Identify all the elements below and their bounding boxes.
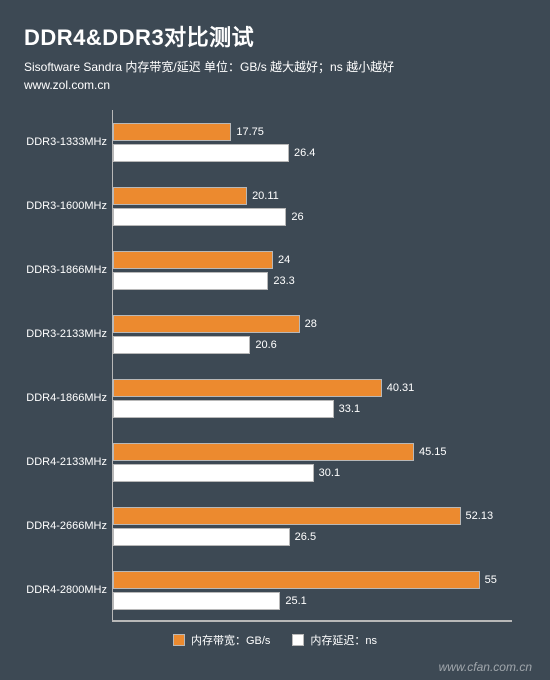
- bandwidth-bar: 55: [113, 571, 480, 589]
- legend-item: 内存延迟：ns: [292, 632, 377, 648]
- chart-title: DDR4&DDR3对比测试: [24, 20, 526, 52]
- latency-bar: 20.6: [113, 336, 250, 354]
- category-label: DDR3-1866MHz: [21, 264, 107, 276]
- latency-bar: 33.1: [113, 400, 334, 418]
- bar-value: 17.75: [236, 126, 264, 138]
- bandwidth-bar: 17.75: [113, 123, 231, 141]
- category-label: DDR3-1333MHz: [21, 136, 107, 148]
- chart-subtitle: Sisoftware Sandra 内存带宽/延迟 单位：GB/s 越大越好；n…: [24, 58, 526, 75]
- bar-value: 45.15: [419, 446, 447, 458]
- watermark: www.cfan.com.cn: [439, 660, 532, 674]
- source-url: www.zol.com.cn: [24, 78, 526, 92]
- category-group: DDR3-1866MHz2423.3: [113, 247, 512, 293]
- bar-value: 30.1: [319, 467, 340, 479]
- bandwidth-bar: 52.13: [113, 507, 461, 525]
- latency-bar: 26: [113, 208, 286, 226]
- bar-value: 26.5: [295, 531, 316, 543]
- legend-swatch: [292, 634, 304, 646]
- bandwidth-bar: 45.15: [113, 443, 414, 461]
- category-group: DDR4-2133MHz45.1530.1: [113, 439, 512, 485]
- category-group: DDR4-2666MHz52.1326.5: [113, 503, 512, 549]
- bar-value: 52.13: [466, 510, 494, 522]
- bar-value: 26: [291, 211, 303, 223]
- bar-value: 20.6: [255, 339, 276, 351]
- legend-label: 内存延迟：ns: [310, 632, 377, 648]
- legend-item: 内存带宽：GB/s: [173, 632, 270, 648]
- category-label: DDR3-1600MHz: [21, 200, 107, 212]
- category-label: DDR4-2133MHz: [21, 456, 107, 468]
- plot-area: DDR3-1333MHz17.7526.4DDR3-1600MHz20.1126…: [112, 110, 512, 622]
- bar-value: 33.1: [339, 403, 360, 415]
- bar-value: 20.11: [252, 190, 279, 202]
- category-group: DDR4-2800MHz5525.1: [113, 567, 512, 613]
- bar-value: 23.3: [273, 275, 294, 287]
- bar-value: 40.31: [387, 382, 415, 394]
- bandwidth-bar: 20.11: [113, 187, 247, 205]
- latency-bar: 30.1: [113, 464, 314, 482]
- category-group: DDR3-1333MHz17.7526.4: [113, 119, 512, 165]
- category-label: DDR4-2800MHz: [21, 584, 107, 596]
- bandwidth-bar: 28: [113, 315, 300, 333]
- bar-value: 25.1: [285, 595, 306, 607]
- bar-value: 24: [278, 254, 290, 266]
- bar-value: 55: [485, 574, 497, 586]
- latency-bar: 25.1: [113, 592, 280, 610]
- bandwidth-bar: 24: [113, 251, 273, 269]
- latency-bar: 26.5: [113, 528, 290, 546]
- legend: 内存带宽：GB/s 内存延迟：ns: [24, 632, 526, 648]
- bar-value: 26.4: [294, 147, 315, 159]
- latency-bar: 23.3: [113, 272, 268, 290]
- category-label: DDR4-2666MHz: [21, 520, 107, 532]
- chart-container: DDR4&DDR3对比测试 Sisoftware Sandra 内存带宽/延迟 …: [0, 0, 550, 680]
- category-label: DDR4-1866MHz: [21, 392, 107, 404]
- category-label: DDR3-2133MHz: [21, 328, 107, 340]
- legend-label: 内存带宽：GB/s: [191, 632, 270, 648]
- bandwidth-bar: 40.31: [113, 379, 382, 397]
- legend-swatch: [173, 634, 185, 646]
- category-group: DDR3-2133MHz2820.6: [113, 311, 512, 357]
- category-group: DDR3-1600MHz20.1126: [113, 183, 512, 229]
- bar-value: 28: [305, 318, 317, 330]
- category-group: DDR4-1866MHz40.3133.1: [113, 375, 512, 421]
- latency-bar: 26.4: [113, 144, 289, 162]
